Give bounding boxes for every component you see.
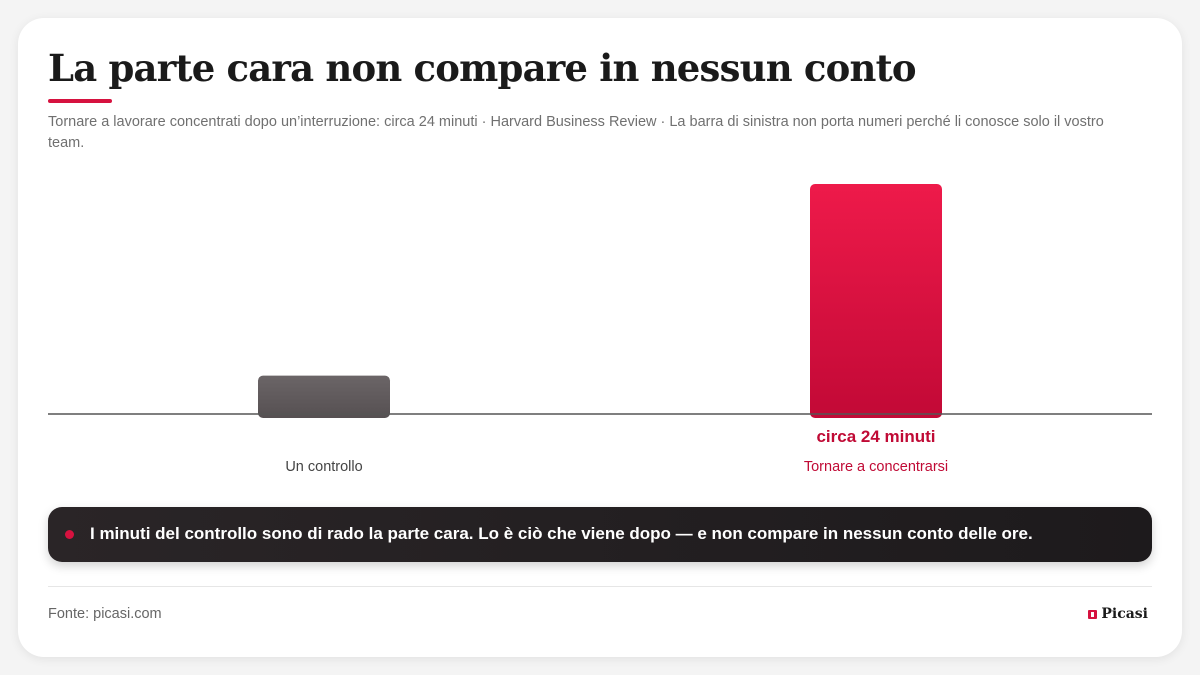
bar-chart: Un controllo circa 24 minuti Tornare a con… (48, 184, 1152, 475)
picasi-logo-icon (1088, 609, 1098, 619)
insight-callout: I minuti del controllo sono di rado la p… (48, 507, 1152, 562)
callout-text: I minuti del controllo sono di rado la p… (90, 524, 1033, 543)
brand: Picasi (1088, 606, 1148, 622)
chart-title: La parte cara non compare in nessun cont… (48, 46, 917, 90)
bar-un-controllo (258, 375, 390, 418)
title-accent-bar (48, 99, 112, 103)
brand-name: Picasi (1101, 606, 1148, 622)
category-label: Tornare a concentrarsi (804, 459, 948, 475)
footer-divider (48, 586, 1152, 587)
bar-value-label: circa 24 minuti (816, 427, 935, 446)
chart-subtitle: Tornare a lavorare concentrati dopo un’i… (48, 114, 1104, 151)
source-label: Fonte: picasi.com (48, 606, 162, 622)
bullet-dot-icon (65, 530, 74, 539)
bar-tornare-a-concentrarsi (810, 184, 942, 418)
chart-card: La parte cara non compare in nessun cont… (18, 18, 1182, 657)
category-label: Un controllo (285, 459, 362, 475)
